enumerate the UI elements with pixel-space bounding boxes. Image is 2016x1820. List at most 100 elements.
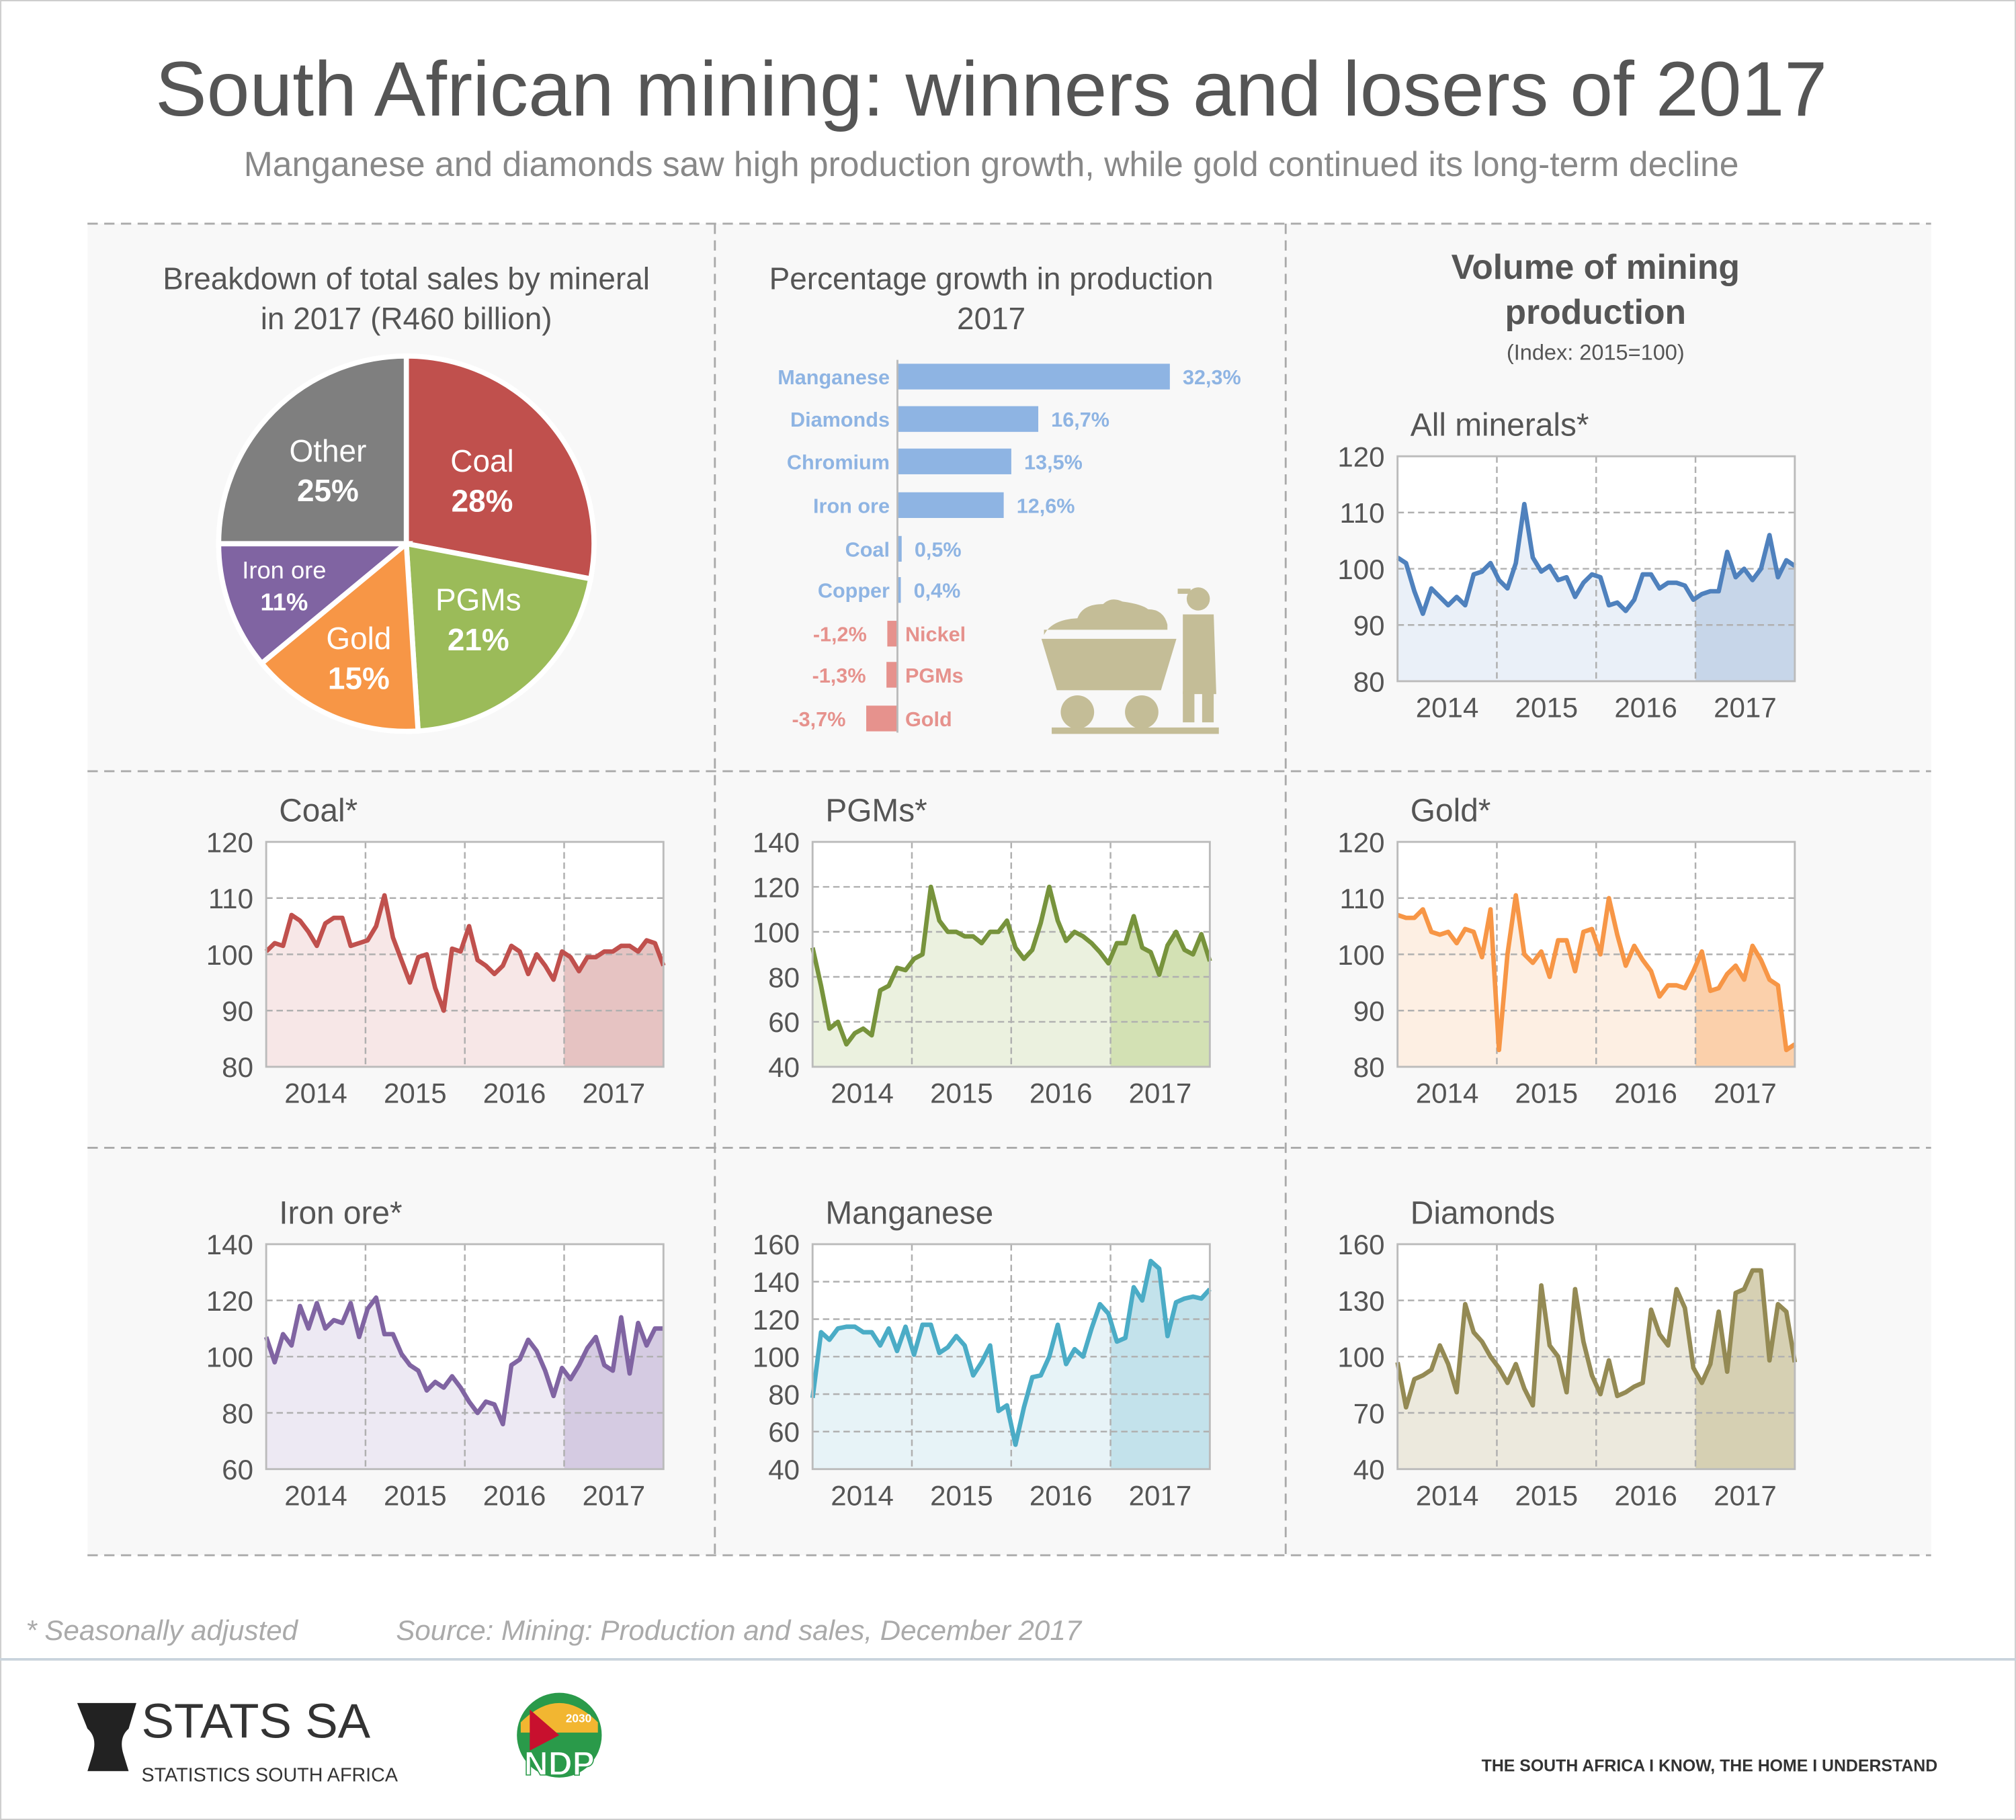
bar-value-diamonds: 16,7% <box>1051 408 1109 431</box>
x-tick-label: 2014 <box>1416 1479 1479 1511</box>
x-tick-label: 2014 <box>284 1479 347 1511</box>
pie-slice-iron-ore <box>216 541 414 667</box>
pie-title-line2: in 2017 (R460 billion) <box>261 301 552 336</box>
y-tick-label: 90 <box>1353 996 1385 1027</box>
x-tick-label: 2015 <box>384 1479 447 1511</box>
x-tick-label: 2015 <box>1515 1077 1579 1109</box>
area-fill-2017 <box>1695 535 1795 681</box>
series-line <box>810 884 1212 1047</box>
bar-value-manganese: 32,3% <box>1183 366 1241 389</box>
pie-label-pgms: PGMs <box>435 582 521 617</box>
line-chart-gold: 80 90 100 110 120 2014 2015 2016 2017 Gold* <box>1337 793 1796 1109</box>
pie-label-coal: Coal <box>450 443 513 478</box>
y-tick-label: 110 <box>1339 883 1384 914</box>
chart-title: Manganese <box>825 1195 993 1231</box>
y-tick-label: 160 <box>1337 1229 1384 1260</box>
pie-slice-other <box>216 353 409 547</box>
x-tick-label: 2014 <box>1416 692 1479 724</box>
pie-label-gold: Gold <box>326 621 391 656</box>
bar-nickel <box>887 621 898 647</box>
page-subtitle: Manganese and diamonds saw high producti… <box>244 144 1739 183</box>
area-fill-2017 <box>564 1317 664 1469</box>
x-tick-label: 2017 <box>1129 1479 1192 1511</box>
bar-gold <box>866 705 898 732</box>
pie-pct-gold: 15% <box>328 660 390 695</box>
y-tick-label: 100 <box>753 916 800 948</box>
x-tick-label: 2015 <box>384 1077 447 1109</box>
bar-value-nickel: -1,2% <box>813 623 867 646</box>
bar-coal <box>897 535 902 562</box>
bar-title-line1: Percentage growth in production <box>769 261 1214 296</box>
y-tick-label: 120 <box>753 1304 800 1336</box>
volume-title-line2: production <box>1505 292 1686 331</box>
y-tick-label: 100 <box>206 939 253 971</box>
y-tick-label: 100 <box>1337 554 1384 585</box>
plot-frame <box>1396 455 1796 683</box>
bar-value-iron-ore: 12,6% <box>1017 494 1075 517</box>
y-tick-label: 40 <box>768 1454 800 1485</box>
line-chart-iron-ore: 60 80 100 120 140 2014 2015 2016 2017 Iron ore* <box>206 1195 665 1511</box>
x-tick-label: 2017 <box>1714 1077 1777 1109</box>
y-tick-label: 140 <box>753 1266 800 1298</box>
plot-frame <box>1396 1243 1796 1471</box>
bar-value-chromium: 13,5% <box>1024 451 1083 474</box>
chart-title: Iron ore* <box>279 1195 402 1231</box>
bar-chart-growth: Percentage growth in production 2017 Man… <box>769 261 1241 734</box>
y-tick-label: 80 <box>222 1051 253 1083</box>
x-tick-label: 2016 <box>1614 692 1677 724</box>
bar-category-diamonds: Diamonds <box>790 408 890 431</box>
y-tick-label: 140 <box>206 1229 253 1260</box>
mine-cart-miner-icon <box>1041 587 1219 734</box>
bar-copper <box>897 576 901 603</box>
stats-sa-subtitle: STATISTICS SOUTH AFRICA <box>142 1765 398 1786</box>
series-line <box>264 893 666 1013</box>
y-tick-label: 100 <box>1337 1342 1384 1373</box>
x-tick-label: 2015 <box>930 1077 993 1109</box>
bar-manganese <box>897 363 1170 390</box>
y-tick-label: 40 <box>1353 1454 1385 1485</box>
x-tick-label: 2014 <box>1416 1077 1479 1109</box>
pie-slice-pgms <box>403 540 594 734</box>
bar-category-chromium: Chromium <box>787 451 890 474</box>
chart-title: All minerals* <box>1411 408 1589 443</box>
x-tick-label: 2014 <box>831 1479 894 1511</box>
x-tick-label: 2015 <box>1515 1479 1579 1511</box>
bar-diamonds <box>897 406 1039 432</box>
pie-pct-other: 25% <box>297 473 359 508</box>
area-fill-2017 <box>1695 1270 1795 1469</box>
y-tick-label: 120 <box>1337 826 1384 858</box>
area-fill-2017 <box>1695 945 1795 1067</box>
pie-pct-pgms: 21% <box>448 622 509 657</box>
ndp-year: 2030 <box>566 1712 591 1725</box>
series-line <box>263 1295 664 1427</box>
y-tick-label: 110 <box>208 883 253 914</box>
y-tick-label: 120 <box>206 826 253 858</box>
y-tick-label: 60 <box>768 1006 800 1038</box>
x-tick-label: 2015 <box>1515 692 1579 724</box>
y-tick-label: 60 <box>222 1454 253 1485</box>
y-tick-label: 160 <box>753 1229 800 1260</box>
pie-pct-iron-ore: 11% <box>261 589 308 616</box>
x-tick-label: 2017 <box>583 1479 646 1511</box>
line-chart-diamonds: 40 70 100 130 160 2014 2015 2016 2017 Diamonds <box>1337 1195 1798 1511</box>
x-tick-label: 2014 <box>284 1077 347 1109</box>
x-tick-label: 2017 <box>1129 1077 1192 1109</box>
bar-title-line2: 2017 <box>957 301 1025 336</box>
bar-value-copper: 0,4% <box>914 580 961 603</box>
x-tick-label: 2016 <box>1614 1479 1677 1511</box>
pie-slice-coal <box>403 353 597 582</box>
y-tick-label: 120 <box>206 1285 253 1317</box>
x-tick-label: 2016 <box>483 1077 546 1109</box>
ndp-wordmark: NDP <box>524 1745 595 1782</box>
bar-chromium <box>897 448 1011 474</box>
line-chart-pgms: 40 60 80 100 120 140 2014 2015 2016 2017 PGMs* <box>753 793 1212 1109</box>
bar-category-coal: Coal <box>845 538 890 561</box>
y-tick-label: 110 <box>1339 497 1384 529</box>
x-tick-label: 2017 <box>1714 692 1777 724</box>
bar-iron-ore <box>897 492 1004 518</box>
bar-category-copper: Copper <box>818 580 890 603</box>
pie-slice-gold <box>258 538 421 734</box>
y-tick-label: 130 <box>1337 1285 1384 1317</box>
x-tick-label: 2016 <box>1030 1479 1093 1511</box>
y-tick-label: 120 <box>1337 441 1384 472</box>
